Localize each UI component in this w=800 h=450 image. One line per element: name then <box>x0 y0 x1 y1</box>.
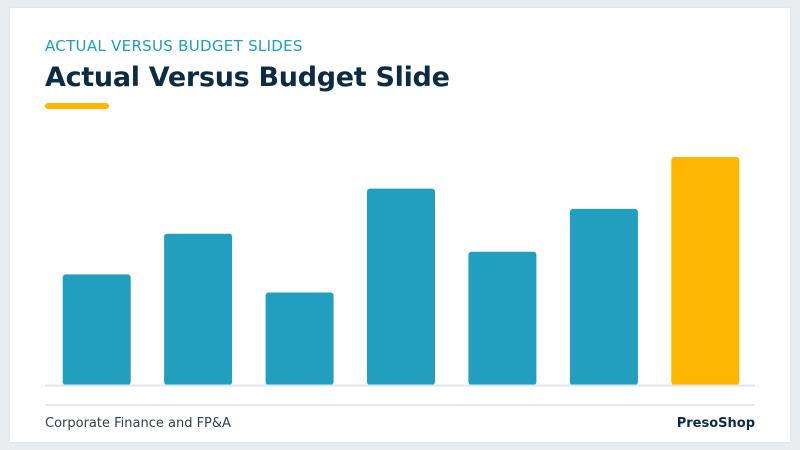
chart-bar <box>569 208 638 385</box>
chart-bar <box>367 188 435 385</box>
chart-bar <box>164 233 233 385</box>
chart-bar-highlight <box>671 157 740 385</box>
slide-kicker: ACTUAL VERSUS BUDGET SLIDES <box>45 37 303 55</box>
footer-brand: PresoShop <box>676 416 755 431</box>
title-accent-bar <box>45 103 109 109</box>
chart-bar <box>468 251 537 385</box>
bar-chart <box>45 157 755 387</box>
footer-divider <box>45 404 755 406</box>
slide-title: Actual Versus Budget Slide <box>45 62 450 93</box>
slide: ACTUAL VERSUS BUDGET SLIDES Actual Versu… <box>10 8 790 442</box>
footer-company: Corporate Finance and FP&A <box>45 416 231 431</box>
chart-bar <box>265 292 334 385</box>
chart-bar <box>62 274 131 385</box>
